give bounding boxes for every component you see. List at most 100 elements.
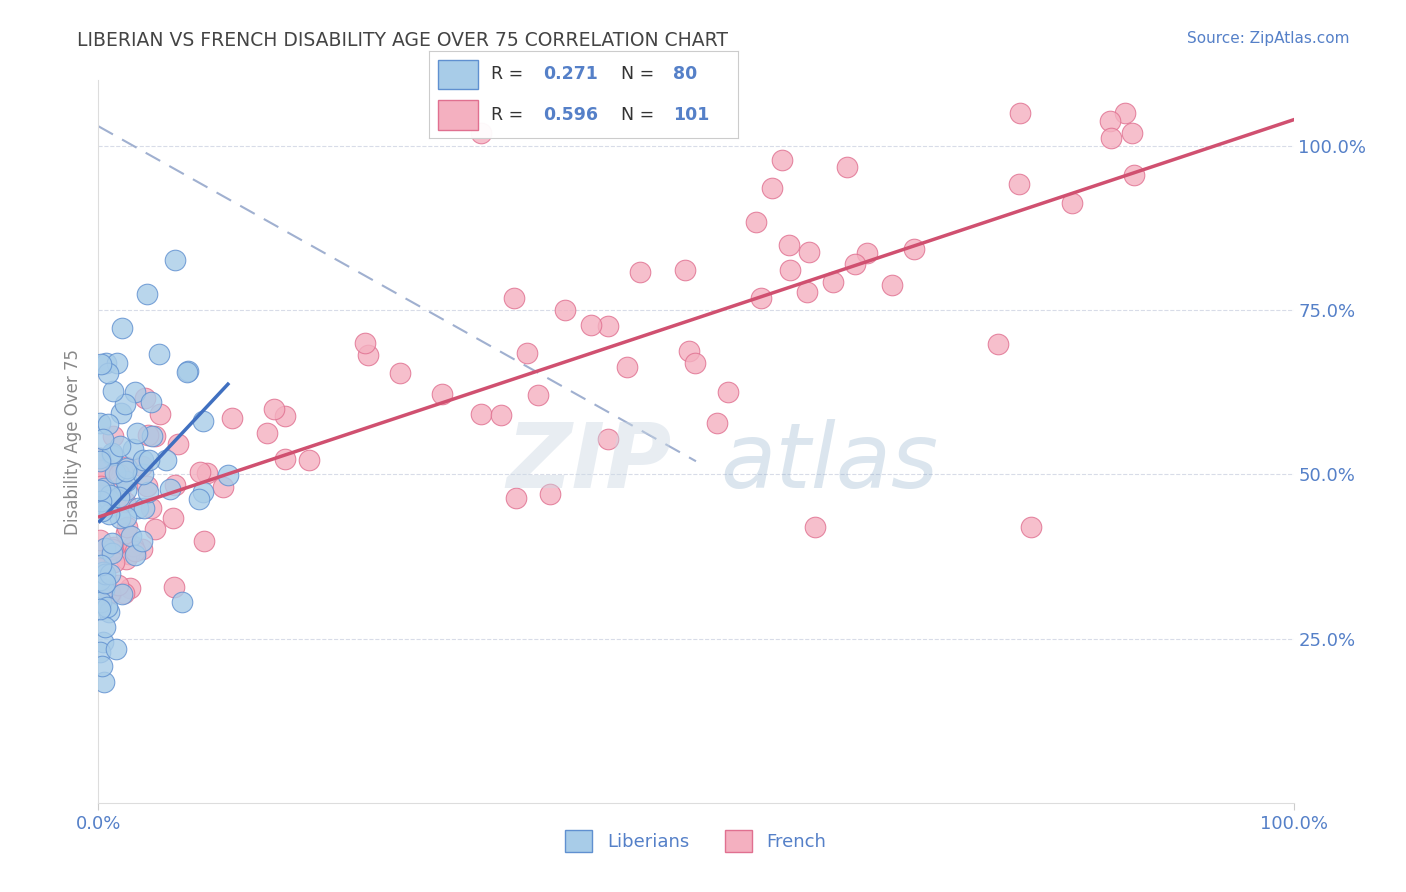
Liberians xyxy=(115,474,138,488)
Liberians xyxy=(98,567,121,582)
French xyxy=(717,385,740,400)
Liberians xyxy=(131,453,153,467)
French xyxy=(678,344,700,359)
Liberians xyxy=(100,546,122,560)
French xyxy=(114,460,136,475)
French xyxy=(118,547,141,561)
French xyxy=(108,467,131,482)
French xyxy=(136,428,159,442)
French xyxy=(796,285,818,299)
Text: N =: N = xyxy=(620,65,659,84)
French xyxy=(263,402,285,417)
French xyxy=(98,585,121,599)
Liberians xyxy=(191,414,214,428)
Liberians xyxy=(90,357,112,371)
Liberians xyxy=(94,575,117,590)
French xyxy=(1007,178,1029,192)
Liberians xyxy=(124,548,146,562)
Liberians xyxy=(93,567,115,582)
French xyxy=(470,407,492,421)
Liberians xyxy=(177,364,200,378)
French xyxy=(149,407,172,421)
French xyxy=(89,467,111,482)
French xyxy=(430,386,453,401)
Liberians xyxy=(135,286,157,301)
Liberians xyxy=(101,446,124,460)
French xyxy=(527,388,550,402)
French xyxy=(188,465,211,479)
Liberians xyxy=(111,321,134,335)
French xyxy=(804,520,827,534)
French xyxy=(844,257,866,271)
French xyxy=(502,291,524,305)
French xyxy=(779,262,801,277)
Liberians xyxy=(90,558,112,572)
French xyxy=(538,486,561,500)
Text: ZIP: ZIP xyxy=(506,419,672,508)
Text: 101: 101 xyxy=(673,105,710,124)
French xyxy=(1122,168,1144,182)
French xyxy=(797,244,820,259)
Text: 80: 80 xyxy=(673,65,697,84)
Text: Source: ZipAtlas.com: Source: ZipAtlas.com xyxy=(1187,31,1350,46)
French xyxy=(356,348,378,362)
French xyxy=(616,359,638,374)
French xyxy=(745,215,768,229)
Liberians xyxy=(101,384,124,398)
French xyxy=(770,153,793,167)
French xyxy=(1121,126,1143,140)
French xyxy=(491,408,513,422)
Liberians xyxy=(90,494,112,508)
Liberians xyxy=(91,504,114,518)
Liberians xyxy=(134,501,156,516)
Liberians xyxy=(172,595,194,609)
French xyxy=(628,264,651,278)
Liberians xyxy=(108,510,131,524)
Liberians xyxy=(98,606,121,620)
French xyxy=(1008,106,1031,120)
Liberians xyxy=(115,460,138,475)
French xyxy=(256,426,278,441)
Liberians xyxy=(93,582,115,597)
French xyxy=(90,479,112,493)
Liberians xyxy=(127,500,149,515)
French xyxy=(749,291,772,305)
Text: LIBERIAN VS FRENCH DISABILITY AGE OVER 75 CORRELATION CHART: LIBERIAN VS FRENCH DISABILITY AGE OVER 7… xyxy=(77,31,728,50)
French xyxy=(107,578,129,592)
Text: 0.596: 0.596 xyxy=(543,105,599,124)
French xyxy=(1019,520,1042,534)
French xyxy=(596,319,619,334)
Liberians xyxy=(163,252,186,267)
Liberians xyxy=(96,599,118,614)
French xyxy=(96,462,118,476)
Liberians xyxy=(89,602,111,616)
French xyxy=(221,411,243,425)
French xyxy=(134,391,156,405)
French xyxy=(162,511,184,525)
French xyxy=(115,519,138,533)
French xyxy=(89,559,111,574)
French xyxy=(193,533,215,548)
French xyxy=(122,539,145,553)
French xyxy=(131,541,153,556)
Liberians xyxy=(121,442,143,456)
Liberians xyxy=(91,635,114,649)
French xyxy=(598,432,620,446)
Text: R =: R = xyxy=(491,65,529,84)
French xyxy=(581,318,603,333)
French xyxy=(163,477,186,491)
Liberians xyxy=(89,483,111,497)
French xyxy=(104,492,127,507)
French xyxy=(101,541,124,556)
French xyxy=(195,466,218,480)
French xyxy=(114,585,136,599)
French xyxy=(143,429,166,443)
French xyxy=(100,585,122,599)
Liberians xyxy=(89,645,111,659)
Liberians xyxy=(89,451,111,466)
French xyxy=(89,561,111,575)
Text: R =: R = xyxy=(491,105,529,124)
Liberians xyxy=(104,467,127,481)
French xyxy=(835,160,858,174)
French xyxy=(124,543,146,558)
